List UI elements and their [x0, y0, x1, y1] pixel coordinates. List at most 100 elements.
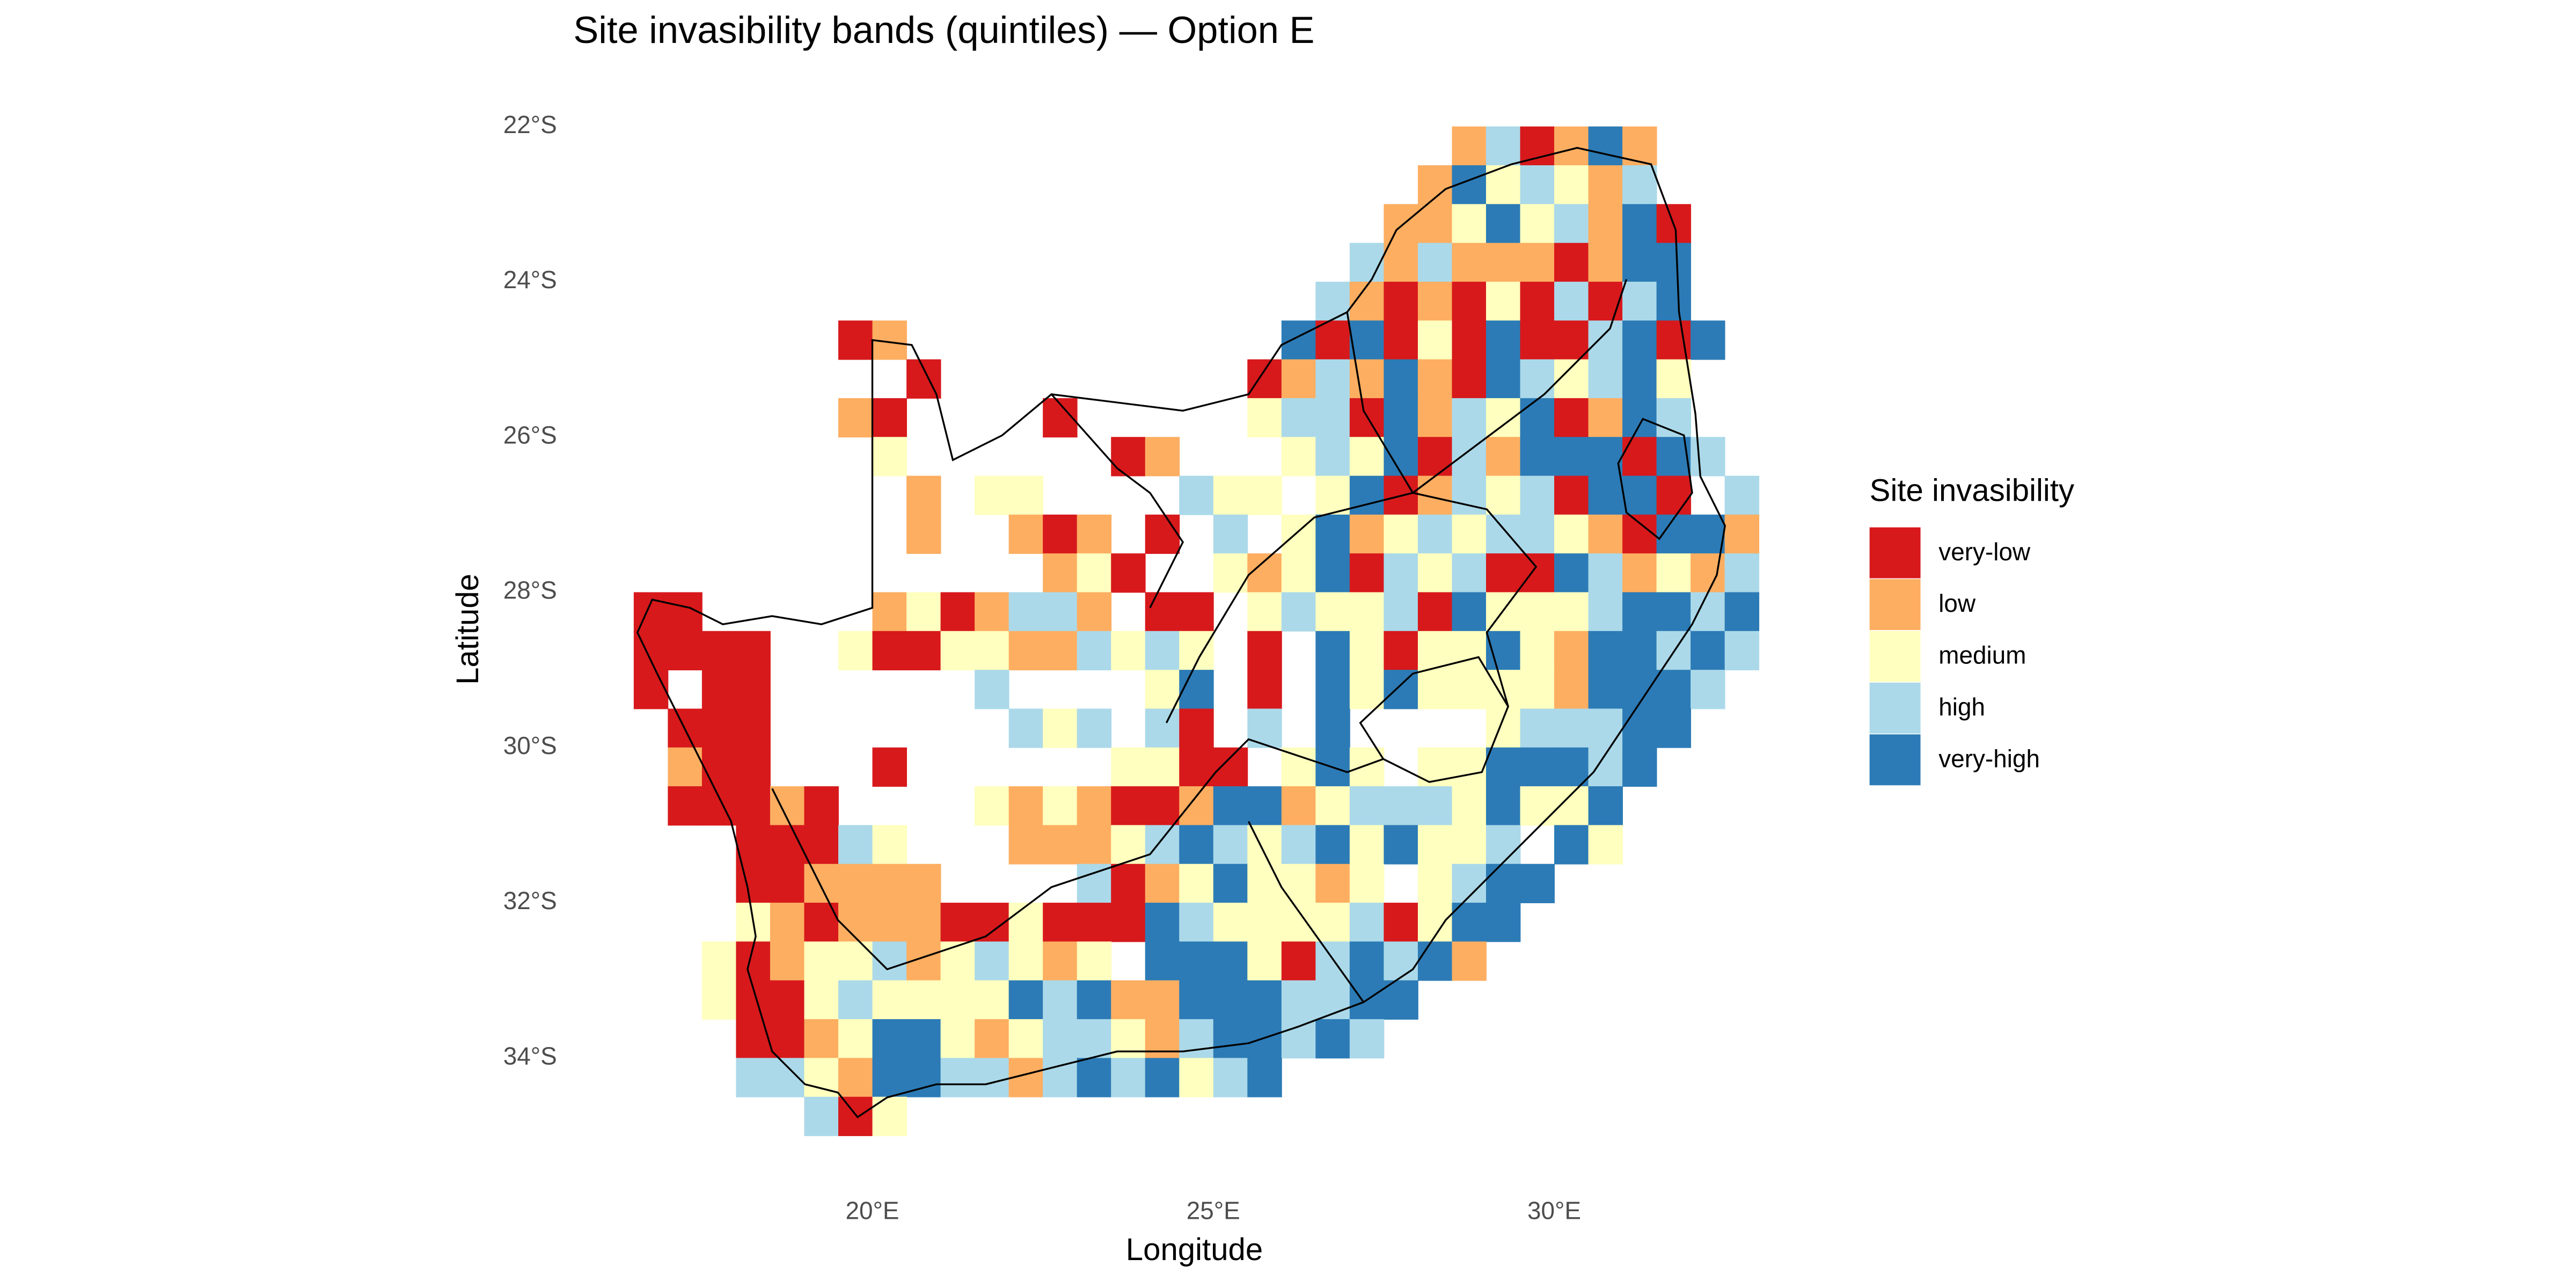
tile	[1452, 204, 1487, 244]
tile	[1452, 243, 1487, 282]
tile	[1554, 670, 1589, 709]
tile	[1043, 553, 1078, 593]
tile	[1656, 670, 1692, 709]
tile	[770, 1019, 805, 1059]
tile	[1384, 243, 1418, 282]
tile	[1077, 825, 1112, 865]
tile	[1315, 903, 1350, 942]
tile	[1077, 708, 1112, 748]
tile	[1724, 631, 1760, 671]
tile	[1452, 514, 1487, 554]
tile	[1281, 980, 1316, 1020]
tile	[1349, 243, 1385, 282]
tile	[1111, 553, 1146, 593]
tile	[770, 825, 805, 865]
tile	[668, 786, 702, 826]
tile	[1077, 631, 1112, 671]
tile	[1417, 204, 1453, 244]
tile	[1384, 786, 1418, 826]
tile	[1349, 670, 1385, 709]
tile	[1008, 825, 1044, 865]
tile	[1213, 825, 1248, 865]
tile	[1179, 475, 1214, 515]
tile	[1452, 941, 1487, 981]
tile	[872, 398, 907, 438]
tile	[1145, 1019, 1180, 1059]
tile	[1349, 514, 1385, 554]
tile	[872, 941, 907, 981]
tile	[1520, 863, 1555, 903]
tile	[1247, 1019, 1282, 1059]
tile	[770, 941, 805, 981]
tile	[1520, 592, 1555, 632]
tile	[1179, 941, 1214, 981]
tile	[736, 670, 771, 709]
tile	[1452, 592, 1487, 632]
tile	[1043, 825, 1078, 865]
tile	[1315, 592, 1350, 632]
tile	[1622, 747, 1657, 787]
tile	[1384, 631, 1418, 671]
tile	[1417, 437, 1453, 477]
tile	[1315, 708, 1350, 748]
tile	[1690, 670, 1725, 709]
tile	[1656, 281, 1692, 321]
tile	[1724, 592, 1760, 632]
tile	[1179, 670, 1214, 709]
tile	[1281, 825, 1316, 865]
tile	[1179, 747, 1214, 787]
tile	[975, 941, 1009, 981]
tile	[975, 631, 1009, 671]
tile	[1384, 941, 1418, 981]
tile	[1485, 863, 1521, 903]
tile	[872, 631, 907, 671]
legend-title: Site invasibility	[1870, 473, 2074, 508]
tile	[1077, 786, 1112, 826]
tile	[1485, 126, 1521, 166]
tile	[1111, 747, 1146, 787]
tile	[1588, 825, 1623, 865]
tile	[872, 747, 907, 787]
tile	[1554, 708, 1589, 748]
tile	[701, 747, 737, 787]
tile	[906, 592, 941, 632]
tile	[1554, 514, 1589, 554]
tile	[1349, 863, 1385, 903]
tile	[736, 708, 771, 748]
tile	[1656, 592, 1692, 632]
tile	[1690, 592, 1725, 632]
tile	[1554, 165, 1589, 205]
tile	[1554, 475, 1589, 515]
tile	[1043, 941, 1078, 981]
tile	[940, 1058, 976, 1097]
tile	[1384, 398, 1418, 438]
tile	[1656, 475, 1692, 515]
tile	[804, 863, 839, 903]
tile	[1452, 553, 1487, 593]
tile	[838, 1019, 873, 1059]
tile	[872, 903, 907, 942]
tile	[1588, 553, 1623, 593]
tile	[1111, 825, 1146, 865]
tile	[1315, 437, 1350, 477]
tile	[1213, 980, 1248, 1020]
tile	[633, 592, 669, 632]
tile	[1656, 359, 1692, 399]
tile	[1213, 1058, 1248, 1097]
tile	[1690, 320, 1725, 360]
legend-label: very-low	[1938, 538, 2031, 566]
tile	[1247, 941, 1282, 981]
map-outline	[636, 147, 1726, 1118]
tile	[1111, 631, 1146, 671]
tile	[975, 1019, 1009, 1059]
tile	[1008, 592, 1044, 632]
tile	[872, 1058, 907, 1097]
tile	[940, 631, 976, 671]
tile	[1247, 475, 1282, 515]
tile	[1281, 437, 1316, 477]
country-border	[636, 147, 1726, 1118]
tile	[736, 786, 771, 826]
tile	[1384, 514, 1418, 554]
